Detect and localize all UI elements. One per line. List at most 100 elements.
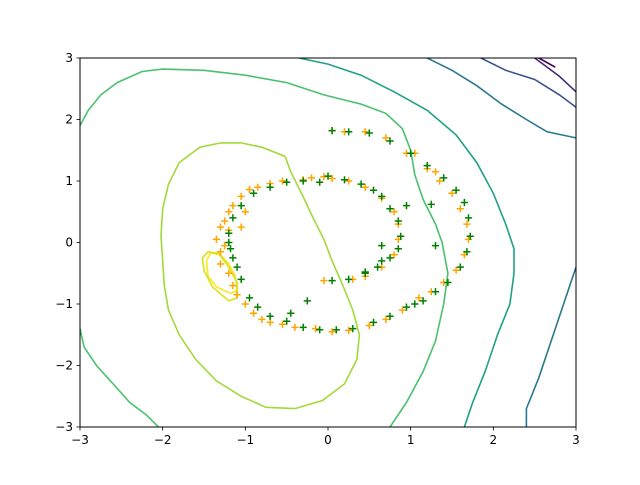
scatter-point-0-50	[431, 168, 440, 176]
contour-line-1	[201, 250, 238, 302]
scatter-point-1-30	[316, 326, 324, 334]
axis-layer: −3 −2 −1 0 1 2 3 −3 −2 −1 0 1 2 3	[55, 51, 580, 447]
scatter-point-1-24	[237, 275, 245, 283]
scatter-point-0-17	[216, 260, 225, 268]
scatter-point-0-13	[216, 223, 225, 231]
contour-line-3	[80, 68, 449, 427]
scatter-point-1-62	[225, 238, 233, 247]
contour-line-2	[160, 142, 361, 410]
scatter-point-0-21	[241, 300, 249, 308]
scatter-point-1-38	[444, 278, 452, 287]
contour-line-10	[538, 58, 556, 68]
scatter-point-0-46	[361, 128, 369, 136]
scatter-point-1-51	[328, 127, 336, 135]
scatter-point-0-36	[452, 266, 460, 274]
scatter-point-0-39	[463, 220, 471, 228]
scatter-point-0-32	[398, 306, 406, 314]
scatter-point-1-33	[369, 318, 378, 327]
scatter-point-1-32	[349, 325, 357, 333]
scatter-point-1-37	[431, 288, 440, 296]
scatter-point-1-10	[374, 263, 382, 271]
contour-line-7	[525, 266, 576, 427]
scatter-point-0-24	[266, 318, 274, 327]
scatter-point-0-54	[390, 251, 398, 259]
scatter-point-0-45	[382, 134, 390, 142]
scatter-point-1-2	[357, 180, 365, 188]
scatter-point-0-61	[320, 277, 328, 285]
scatter-point-1-44	[452, 186, 460, 194]
scatter-point-1-31	[332, 326, 340, 334]
scatter-point-1-12	[345, 275, 353, 283]
scatter-point-0-16	[216, 248, 225, 256]
scatter-point-1-3	[369, 186, 378, 194]
scatter-point-1-35	[402, 303, 411, 311]
scatter-point-0-0	[307, 174, 316, 182]
scatter-point-1-60	[411, 300, 419, 308]
scatter-point-1-6	[394, 217, 402, 225]
contour-line-9	[534, 58, 576, 93]
y-tick-label-6: 3	[65, 51, 73, 65]
scatter-point-1-43	[460, 198, 468, 207]
contour-line-6	[426, 58, 576, 139]
scatter-point-0-62	[241, 208, 249, 216]
scatter-point-0-19	[229, 281, 237, 290]
scatter-point-1-39	[456, 263, 464, 271]
scatter-point-0-41	[448, 189, 456, 197]
scatter-point-1-40	[463, 248, 471, 256]
scatter-point-1-1	[340, 176, 349, 184]
scatter-point-0-40	[456, 205, 464, 213]
x-tick-label-0: −3	[71, 433, 89, 447]
scatter-point-1-48	[386, 137, 394, 145]
scatter-point-1-4	[378, 192, 386, 200]
scatter-point-0-26	[291, 323, 299, 331]
scatter-point-1-57	[303, 297, 311, 305]
scatter-point-1-7	[397, 232, 405, 240]
y-tick-label-0: −3	[55, 420, 73, 434]
scatter-point-0-42	[436, 177, 444, 185]
scatter-point-1-41	[466, 232, 474, 240]
scatter-point-0-22	[250, 309, 258, 317]
y-tick-label-2: −1	[55, 297, 73, 311]
scatter-point-1-15	[299, 177, 307, 185]
y-tick-label-5: 2	[65, 113, 73, 127]
contour-layer	[80, 58, 576, 427]
contour-line-5	[298, 58, 515, 427]
x-tick-label-1: −2	[154, 433, 172, 447]
scatter-point-1-23	[233, 263, 241, 271]
scatter-point-1-36	[419, 297, 427, 305]
scatter-point-0-25	[278, 320, 287, 328]
scatter-point-0-20	[233, 291, 241, 299]
x-tick-label-2: −1	[236, 433, 254, 447]
scatter-point-1-55	[378, 257, 386, 265]
scatter-point-1-18	[250, 189, 258, 197]
scatter-point-0-10	[225, 208, 233, 216]
scatter-point-0-9	[229, 202, 237, 210]
x-tick-label-6: 3	[572, 433, 580, 447]
plot-area-background	[80, 58, 576, 427]
scatter-point-1-8	[394, 245, 402, 253]
scatter-point-1-16	[283, 178, 291, 186]
scatter-point-1-17	[266, 183, 274, 191]
scatter-point-1-19	[237, 202, 245, 210]
scatter-point-1-58	[287, 309, 295, 317]
scatter-point-0-29	[345, 326, 353, 334]
contour-line-4	[80, 328, 160, 427]
scatter-point-1-28	[283, 317, 291, 325]
scatter-point-0-28	[328, 328, 336, 336]
scatter-point-1-53	[431, 242, 440, 250]
scatter-point-0-4	[278, 177, 287, 185]
scatter-point-0-6	[254, 183, 262, 191]
scatter-point-1-49	[365, 129, 373, 137]
scatter-point-1-25	[245, 294, 254, 302]
scatter-point-1-9	[386, 254, 394, 262]
scatter-point-1-21	[225, 229, 233, 237]
scatter-point-0-33	[415, 294, 423, 302]
scatter-point-1-22	[226, 245, 235, 253]
scatter-point-1-27	[266, 312, 274, 320]
scatter-point-1-14	[316, 178, 324, 186]
scatter-point-1-54	[402, 202, 411, 210]
contour-line-0	[205, 252, 238, 295]
scatter-point-0-8	[237, 192, 245, 200]
scatter-point-0-11	[221, 217, 229, 225]
scatter-point-1-52	[427, 200, 435, 208]
